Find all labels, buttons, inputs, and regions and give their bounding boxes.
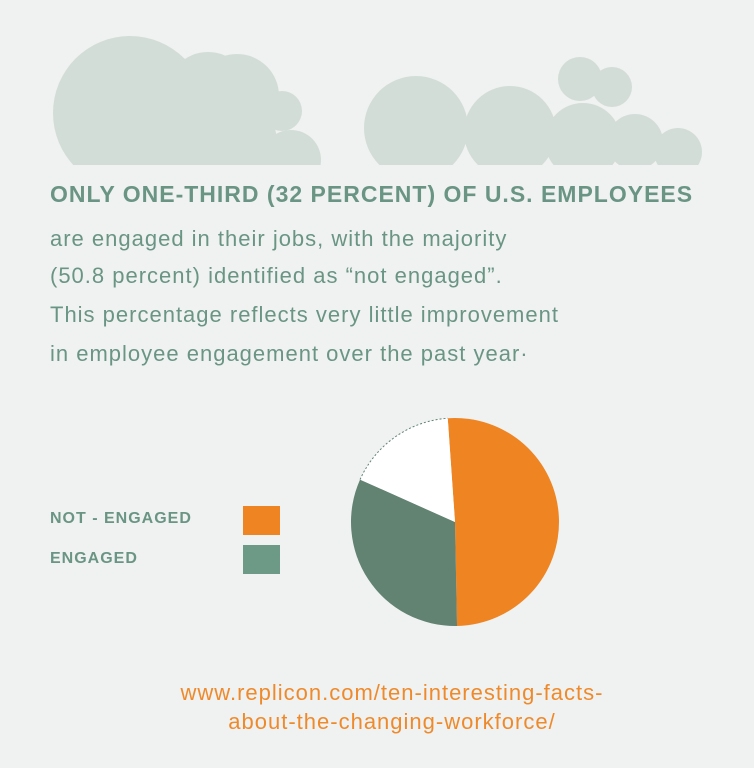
source-url-line-1[interactable]: www.replicon.com/ten-interesting-facts- — [180, 680, 604, 705]
pie-slice-engaged — [351, 479, 458, 626]
cloud-puff — [607, 114, 663, 170]
pie-chart — [351, 417, 559, 626]
body-line-3: This percentage reflects very little imp… — [50, 302, 559, 327]
body-line-1: are engaged in their jobs, with the majo… — [50, 226, 508, 251]
source-url-line-2[interactable]: about-the-changing-workforce/ — [228, 709, 556, 734]
cloud-puff — [558, 57, 602, 101]
body-line-2: (50.8 percent) identified as “not engage… — [50, 263, 503, 288]
cloud-puff — [364, 76, 468, 170]
body-line-4: in employee engagement over the past yea… — [50, 341, 529, 366]
cloud-baseline — [0, 165, 754, 170]
clouds-decoration — [0, 36, 754, 170]
legend-swatch-not-engaged — [243, 506, 280, 535]
cloud-puff — [261, 130, 321, 170]
pie-slice-remainder — [360, 418, 455, 522]
cloud-puff — [464, 86, 556, 170]
cloud-puff — [173, 91, 277, 170]
cloud-puff — [545, 103, 621, 170]
cloud-puff — [654, 128, 702, 170]
legend-label-not-engaged: NOT - ENGAGED — [50, 510, 192, 527]
cloud-puff — [592, 67, 632, 107]
pie-slice-not-engaged — [447, 418, 559, 626]
cloud-puff — [53, 36, 207, 170]
headline: ONLY ONE-THIRD (32 PERCENT) OF U.S. EMPL… — [50, 181, 694, 207]
legend-swatch-engaged — [243, 545, 280, 574]
pie-remainder-outline — [359, 417, 448, 480]
legend-label-engaged: ENGAGED — [50, 550, 138, 567]
